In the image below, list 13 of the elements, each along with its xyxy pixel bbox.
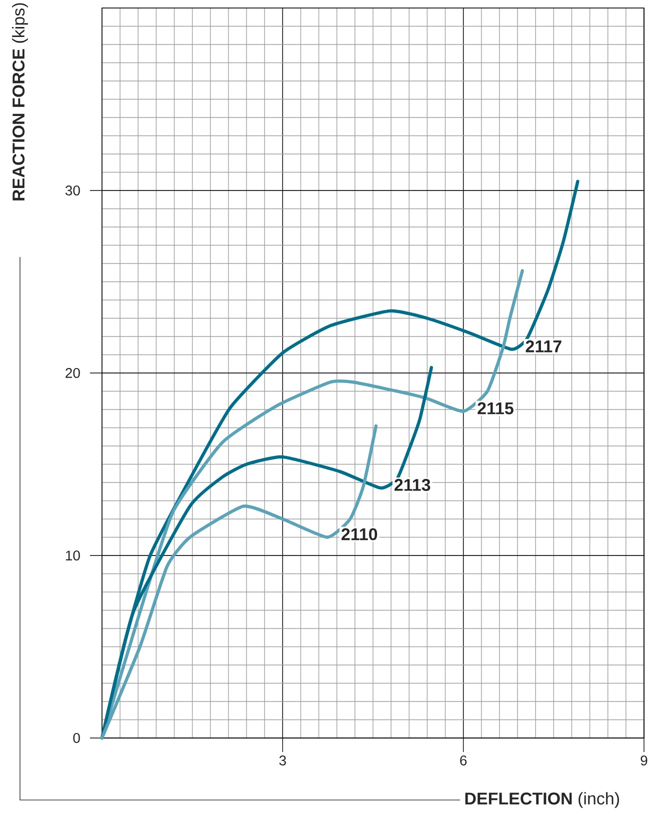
series-label: 2117 [526, 340, 562, 352]
series-label: 2115 [478, 402, 514, 414]
x-axis-title: DEFLECTION (inch) [465, 792, 619, 808]
y-tick-label: 20 [66, 368, 80, 378]
y-tick-label: 10 [66, 550, 80, 560]
series-label: 2113 [394, 478, 430, 491]
x-tick-label: 3 [279, 756, 286, 766]
y-tick-label: 0 [73, 733, 80, 743]
y-tick-label: 30 [65, 186, 80, 196]
x-tick-label: 6 [460, 756, 467, 766]
series-label: 2110 [342, 528, 378, 540]
x-tick-label: 9 [640, 756, 648, 766]
y-axis-title: REACTION FORCE (kips) [12, 3, 28, 200]
